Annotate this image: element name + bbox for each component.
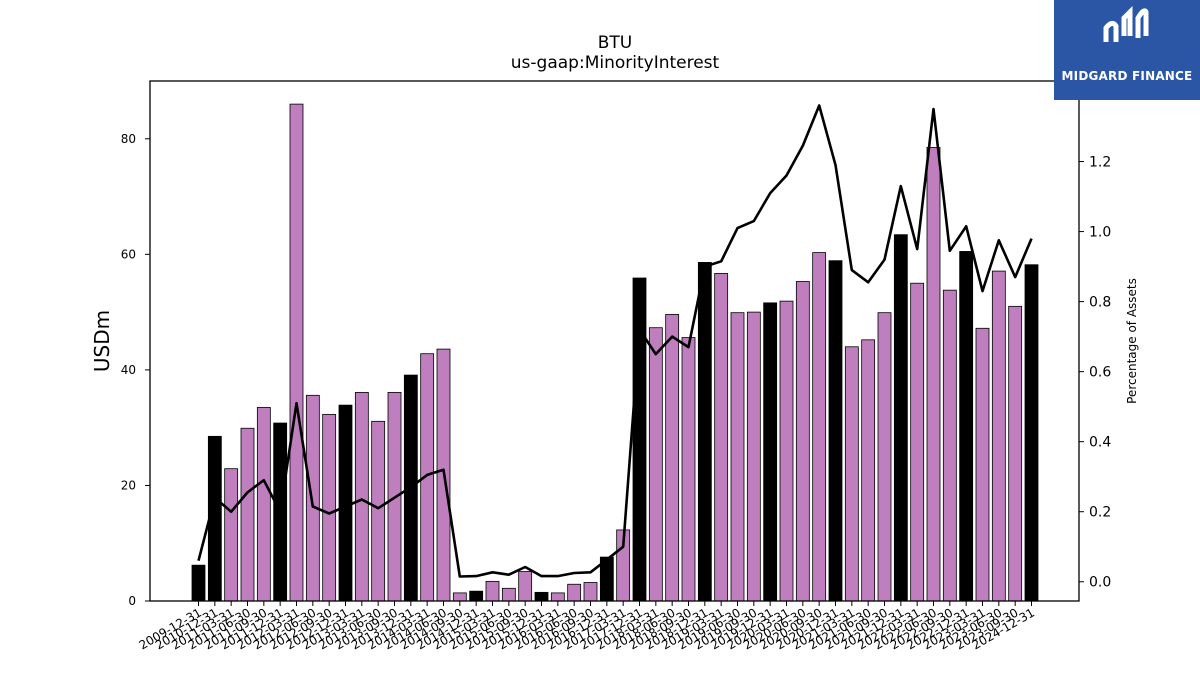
bar-2018-03-31 — [648, 327, 663, 602]
line-group — [197, 104, 1033, 578]
bar-2015-09-30 — [518, 571, 533, 602]
bar-2019-06-30 — [730, 312, 745, 602]
bar-2018-06-30 — [665, 314, 680, 602]
bar-2022-03-31 — [910, 282, 925, 602]
bar-2023-12-31 — [1024, 264, 1039, 602]
bar-2020-03-31 — [779, 300, 794, 602]
y2-tick-label: 1.2 — [1089, 155, 1111, 171]
bar-2019-03-31 — [714, 272, 729, 602]
y-tick-label: 40 — [121, 363, 136, 377]
bar-2022-09-30 — [942, 289, 957, 602]
bar-2021-09-30 — [877, 312, 892, 602]
bar-2018-09-30 — [681, 337, 696, 602]
y-axis-label: USDm — [90, 310, 114, 372]
bar-2022-12-31 — [959, 251, 974, 602]
bar-2016-06-30 — [567, 583, 582, 602]
y2-tick-label: 0.6 — [1089, 365, 1111, 381]
bar-2023-06-30 — [991, 270, 1006, 602]
bar-2014-12-31 — [469, 590, 484, 602]
bar-2020-09-30 — [812, 252, 827, 602]
bar-2014-09-30 — [452, 592, 467, 602]
bar-2012-09-30 — [322, 413, 337, 602]
bar-2013-03-31 — [354, 392, 369, 602]
bar-2015-12-31 — [534, 591, 549, 602]
bar-2016-09-30 — [583, 582, 598, 602]
bar-2021-03-31 — [844, 346, 859, 602]
bar-2023-03-31 — [975, 327, 990, 602]
bar-2012-03-31 — [289, 103, 304, 602]
bar-2013-06-30 — [371, 420, 386, 602]
bar-2012-06-30 — [305, 394, 320, 602]
y2-tick-label: 0.0 — [1089, 575, 1111, 591]
bar-2012-12-31 — [338, 404, 353, 602]
plot-frame — [149, 80, 1080, 602]
bar-2017-12-31 — [632, 277, 647, 602]
bar-2016-03-31 — [550, 592, 565, 602]
bar-2023-09-30 — [1008, 305, 1023, 602]
bar-2021-12-31 — [893, 234, 908, 602]
y-tick-label: 20 — [121, 478, 136, 492]
bar-2018-12-31 — [697, 262, 712, 602]
chart-subtitle: us-gaap:MinorityInterest — [511, 53, 720, 73]
y2-axis-label: Percentage of Assets — [1125, 278, 1139, 404]
y-tick-label: 0 — [128, 594, 136, 608]
y2-axis: 0.0 0.2 0.4 0.6 0.8 1.0 1.2 — [1079, 155, 1111, 591]
midgard-m-logo-icon — [1103, 5, 1149, 42]
y2-tick-label: 0.8 — [1089, 295, 1111, 311]
bar-2011-06-30 — [240, 427, 255, 602]
y2-tick-label: 0.2 — [1089, 505, 1111, 521]
bar-2011-09-30 — [256, 407, 271, 602]
bar-2020-12-31 — [828, 260, 843, 602]
bar-2019-09-30 — [746, 311, 761, 602]
x-axis: 2009-12-312010-12-312011-03-312011-06-30… — [137, 601, 1037, 652]
bar-2011-03-31 — [224, 468, 239, 602]
logo-brand-text: MIDGARD FINANCE — [1061, 69, 1193, 83]
bar-2019-12-31 — [763, 302, 778, 602]
bar-2021-06-30 — [861, 339, 876, 602]
bar-2020-06-30 — [795, 281, 810, 602]
midgard-finance-logo: MIDGARD FINANCE — [1054, 0, 1200, 100]
bar-2015-03-31 — [485, 580, 500, 602]
chart-title: BTU — [598, 33, 633, 53]
y2-tick-label: 0.4 — [1089, 435, 1111, 451]
y-tick-label: 80 — [121, 132, 136, 146]
bar-2009-12-31 — [191, 564, 206, 602]
y-tick-label: 60 — [121, 247, 136, 261]
y2-tick-label: 1.0 — [1089, 225, 1111, 241]
bars-group — [191, 103, 1039, 602]
pct-assets-line — [197, 104, 1033, 578]
y-axis: 0 20 40 60 80 — [121, 132, 150, 608]
bar-2022-06-30 — [926, 147, 941, 602]
bar-2015-06-30 — [501, 587, 516, 602]
